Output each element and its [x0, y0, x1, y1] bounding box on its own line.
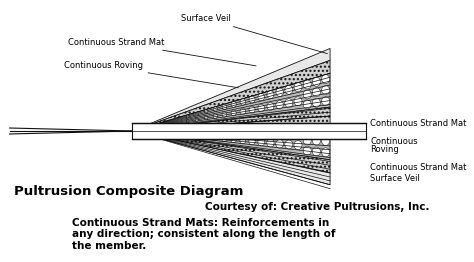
Circle shape [195, 135, 199, 139]
Polygon shape [132, 116, 330, 131]
Circle shape [195, 129, 199, 133]
Circle shape [231, 128, 237, 134]
Text: Surface Veil: Surface Veil [370, 174, 420, 183]
Polygon shape [132, 107, 330, 131]
Circle shape [267, 127, 274, 135]
Circle shape [186, 134, 189, 138]
Circle shape [312, 125, 320, 134]
Circle shape [322, 97, 329, 106]
Circle shape [322, 137, 329, 145]
Polygon shape [132, 48, 330, 131]
Circle shape [231, 101, 236, 107]
Circle shape [204, 135, 208, 140]
Circle shape [258, 105, 264, 112]
Text: Continuous Strand Mat: Continuous Strand Mat [370, 163, 466, 172]
Circle shape [222, 112, 227, 117]
Text: Surface Veil: Surface Veil [181, 14, 328, 54]
Circle shape [240, 108, 246, 114]
Circle shape [294, 141, 302, 150]
Circle shape [322, 86, 329, 95]
Circle shape [294, 83, 302, 92]
Circle shape [322, 125, 329, 134]
Circle shape [204, 116, 208, 120]
Circle shape [258, 94, 264, 101]
Circle shape [276, 101, 283, 109]
Circle shape [249, 96, 255, 103]
Text: Roving: Roving [370, 145, 399, 154]
Circle shape [213, 107, 218, 112]
Circle shape [276, 88, 283, 96]
Circle shape [213, 114, 218, 119]
Circle shape [231, 137, 237, 143]
Circle shape [249, 127, 255, 134]
Circle shape [186, 120, 189, 123]
Text: Pultrusion Composite Diagram: Pultrusion Composite Diagram [14, 185, 244, 198]
Polygon shape [132, 131, 330, 185]
Circle shape [267, 139, 274, 147]
Circle shape [294, 126, 302, 135]
Circle shape [222, 104, 227, 110]
Circle shape [195, 118, 199, 121]
Circle shape [249, 138, 255, 145]
Circle shape [249, 106, 255, 113]
Circle shape [303, 126, 311, 135]
Polygon shape [132, 60, 330, 131]
Bar [132, 123, 365, 139]
Circle shape [303, 90, 311, 99]
Circle shape [303, 146, 311, 155]
Circle shape [222, 128, 227, 134]
Circle shape [240, 99, 246, 105]
Circle shape [195, 112, 199, 116]
Circle shape [213, 136, 218, 141]
Circle shape [258, 127, 264, 135]
Circle shape [312, 147, 320, 156]
Circle shape [285, 85, 293, 94]
Circle shape [294, 97, 302, 106]
Circle shape [285, 140, 293, 149]
Circle shape [276, 127, 283, 135]
Text: Continuous Strand Mat: Continuous Strand Mat [68, 38, 256, 66]
Text: Continuous Roving: Continuous Roving [64, 61, 238, 88]
Circle shape [240, 137, 246, 144]
Polygon shape [132, 131, 330, 173]
Circle shape [303, 80, 311, 89]
Circle shape [186, 129, 189, 133]
Circle shape [231, 110, 236, 116]
Circle shape [240, 128, 246, 134]
Text: Continuous Strand Mats: Reinforcements in
any direction; consistent along the le: Continuous Strand Mats: Reinforcements i… [72, 217, 336, 251]
Text: Continuous Strand Mat: Continuous Strand Mat [370, 118, 466, 128]
Circle shape [267, 91, 274, 99]
Circle shape [204, 129, 208, 133]
Circle shape [303, 136, 311, 145]
Circle shape [186, 115, 189, 118]
Circle shape [312, 77, 320, 86]
Circle shape [312, 98, 320, 107]
Circle shape [204, 110, 208, 114]
Polygon shape [132, 73, 330, 131]
Circle shape [312, 136, 320, 145]
Circle shape [303, 100, 311, 109]
Circle shape [222, 136, 227, 142]
Circle shape [267, 102, 274, 110]
Circle shape [285, 126, 293, 135]
Circle shape [276, 140, 283, 148]
Polygon shape [132, 125, 330, 160]
Circle shape [322, 148, 329, 157]
Circle shape [322, 75, 329, 84]
Text: Courtesy of: Creative Pultrusions, Inc.: Courtesy of: Creative Pultrusions, Inc. [205, 202, 430, 212]
Circle shape [312, 88, 320, 97]
Circle shape [213, 128, 218, 133]
Circle shape [285, 99, 293, 108]
Text: Continuous: Continuous [370, 138, 418, 146]
Circle shape [258, 138, 264, 146]
